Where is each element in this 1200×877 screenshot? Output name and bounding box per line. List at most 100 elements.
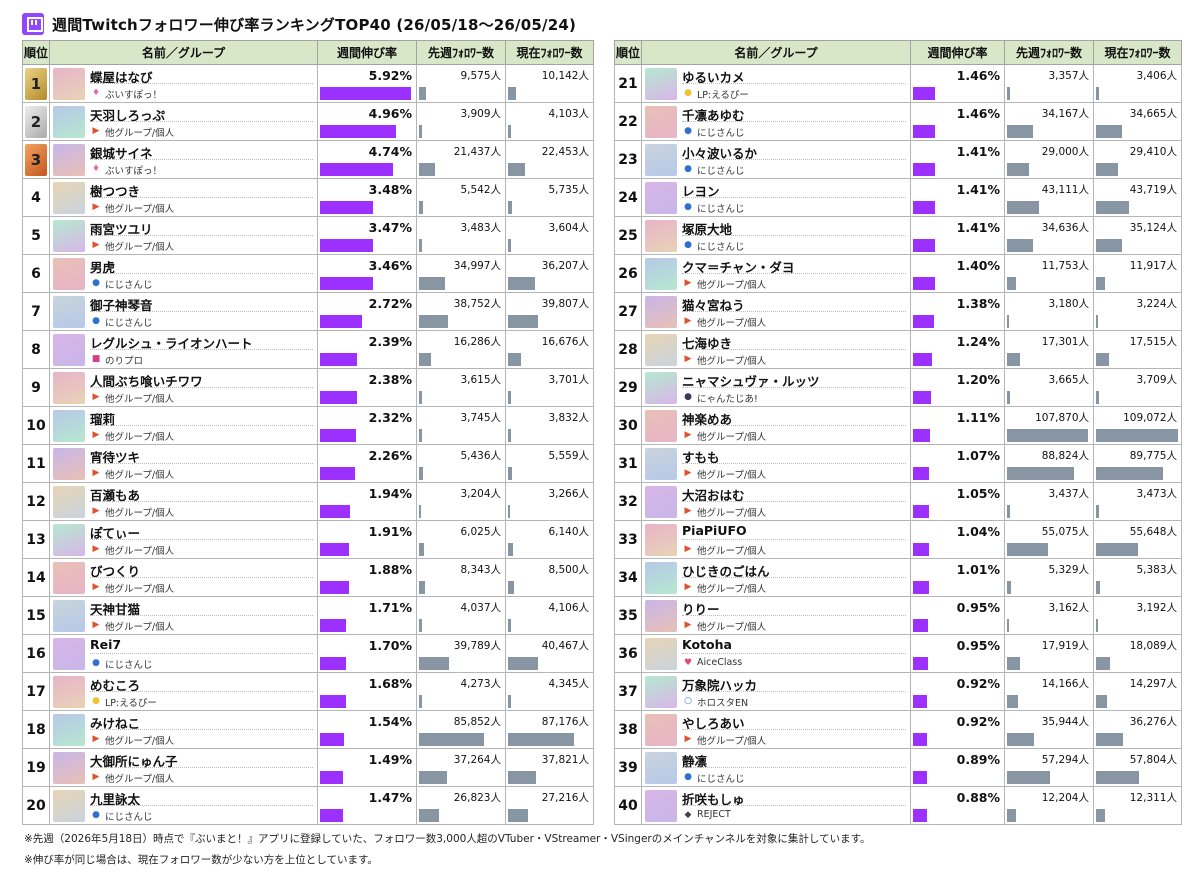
prev-followers-bar (1007, 239, 1033, 252)
curr-followers-label: 29,410人 (1129, 146, 1177, 158)
prev-followers-cell: 3,204人 (416, 482, 506, 521)
rank-number: 29 (618, 379, 638, 396)
prev-followers-label: 55,075人 (1041, 526, 1089, 538)
rate-bar (913, 315, 934, 328)
nijisanji-icon: ● (684, 202, 692, 212)
rate-label: 1.11% (956, 410, 1000, 425)
vtuber-name: PiaPiUFO (682, 523, 747, 538)
curr-followers-label: 4,345人 (548, 678, 589, 690)
prev-followers-label: 8,343人 (460, 564, 501, 576)
vtuber-name: 九里詠太 (90, 792, 141, 807)
rate-bar (913, 353, 932, 366)
vtuber-name: レヨン (682, 184, 720, 199)
table-header-row: 順位 名前／グループ 週間伸び率 先週ﾌｫﾛﾜｰ数 現在ﾌｫﾛﾜｰ数 (22, 40, 594, 65)
curr-followers-label: 55,648人 (1129, 526, 1177, 538)
prev-followers-bar (1007, 429, 1088, 442)
vtuber-name: 折咲もしゅ (682, 792, 745, 807)
name-cell: ゆるいカメ ● LP:えるぴー (641, 64, 911, 103)
prev-followers-label: 17,919人 (1041, 640, 1089, 652)
prev-followers-bar (1007, 505, 1010, 518)
prev-followers-cell: 3,745人 (416, 406, 506, 445)
rank-number: 13 (26, 531, 46, 548)
rank-cell: 8 (22, 330, 50, 369)
group-name: 他グループ/個人 (105, 128, 175, 139)
play-triangle-icon: ▶ (684, 544, 692, 554)
table-row: 37 万象院ハッカ ○ ホロスタEN 0.92% 14,166人 14,297人 (614, 672, 1182, 711)
curr-followers-cell: 37,821人 (505, 748, 594, 787)
rate-bar (320, 771, 343, 784)
rate-cell: 2.32% (317, 406, 417, 445)
ranking-table-right: 順位 名前／グループ 週間伸び率 先週ﾌｫﾛﾜｰ数 現在ﾌｫﾛﾜｰ数 21 ゆるい… (614, 40, 1182, 825)
table-row: 15 天神甘猫 ▶ 他グループ/個人 1.71% 4,037人 4,106人 (22, 596, 594, 635)
name-cell: 御子神琴音 ● にじさんじ (49, 292, 318, 331)
prev-followers-label: 12,204人 (1041, 792, 1089, 804)
name-cell: すもも ▶ 他グループ/個人 (641, 444, 911, 483)
name-cell: 大沼おはむ ▶ 他グループ/個人 (641, 482, 911, 521)
curr-followers-cell: 8,500人 (505, 558, 594, 597)
curr-followers-cell: 27,216人 (505, 786, 594, 825)
rank-cell: 12 (22, 482, 50, 521)
divider (682, 197, 906, 198)
vtuber-name: 銀城サイネ (90, 146, 153, 161)
curr-followers-cell: 3,604人 (505, 216, 594, 255)
group-name: にゃんたじあ! (697, 394, 758, 405)
name-cell: 静凛 ● にじさんじ (641, 748, 911, 787)
prev-followers-label: 9,575人 (460, 70, 501, 82)
curr-followers-cell: 3,266人 (505, 482, 594, 521)
prev-followers-cell: 6,025人 (416, 520, 506, 559)
rate-cell: 0.88% (910, 786, 1005, 825)
play-triangle-icon: ▶ (684, 316, 692, 326)
curr-followers-bar (1096, 505, 1099, 518)
curr-followers-bar (1096, 277, 1105, 290)
divider (682, 159, 906, 160)
name-cell: 大御所にゅん子 ▶ 他グループ/個人 (49, 748, 318, 787)
vtuber-name: ゆるいカメ (682, 70, 745, 85)
avatar (645, 714, 677, 746)
prev-followers-label: 6,025人 (460, 526, 501, 538)
col-header-curr: 現在ﾌｫﾛﾜｰ数 (505, 40, 594, 65)
play-triangle-icon: ▶ (684, 734, 692, 744)
rate-label: 1.68% (368, 676, 412, 691)
curr-followers-bar (1096, 581, 1100, 594)
prev-followers-cell: 3,437人 (1004, 482, 1094, 521)
vtuber-name: 小々波いるか (682, 146, 758, 161)
rate-cell: 1.91% (317, 520, 417, 559)
prev-followers-bar (1007, 543, 1048, 556)
curr-followers-bar (508, 315, 538, 328)
nijisanji-icon: ● (92, 278, 100, 288)
rank-number: 17 (26, 683, 46, 700)
play-triangle-icon: ▶ (92, 392, 100, 402)
rate-label: 4.74% (368, 144, 412, 159)
name-cell: 雨宮ツユリ ▶ 他グループ/個人 (49, 216, 318, 255)
vtuber-name: 大御所にゅん子 (90, 754, 178, 769)
play-triangle-icon: ▶ (92, 506, 100, 516)
group-name: 他グループ/個人 (697, 622, 767, 633)
prev-followers-label: 3,180人 (1048, 298, 1089, 310)
curr-followers-label: 43,719人 (1129, 184, 1177, 196)
prev-followers-label: 37,264人 (453, 754, 501, 766)
col-header-name: 名前／グループ (49, 40, 318, 65)
prev-followers-label: 107,870人 (1035, 412, 1089, 424)
rate-bar (913, 163, 935, 176)
name-cell: 小々波いるか ● にじさんじ (641, 140, 911, 179)
rate-cell: 1.40% (910, 254, 1005, 293)
table-row: 9 人間ぶち喰いチワワ ▶ 他グループ/個人 2.38% 3,615人 3,701人 (22, 368, 594, 407)
play-triangle-icon: ▶ (684, 582, 692, 592)
avatar (53, 790, 85, 822)
footnote-2: ※伸び率が同じ場合は、現在フォロワー数が少ない方を上位としています。 (24, 854, 378, 866)
group-name: にじさんじ (697, 242, 745, 253)
curr-followers-bar (508, 809, 528, 822)
divider (90, 653, 313, 654)
rank-cell: 1 (22, 64, 50, 103)
curr-followers-label: 3,832人 (548, 412, 589, 424)
name-cell: みけねこ ▶ 他グループ/個人 (49, 710, 318, 749)
group-name: にじさんじ (105, 318, 153, 329)
avatar (645, 676, 677, 708)
divider (682, 121, 906, 122)
prev-followers-bar (419, 391, 422, 404)
curr-followers-cell: 3,709人 (1093, 368, 1182, 407)
rate-label: 0.92% (956, 676, 1000, 691)
rate-cell: 0.95% (910, 634, 1005, 673)
prev-followers-bar (1007, 125, 1033, 138)
rate-cell: 0.92% (910, 672, 1005, 711)
